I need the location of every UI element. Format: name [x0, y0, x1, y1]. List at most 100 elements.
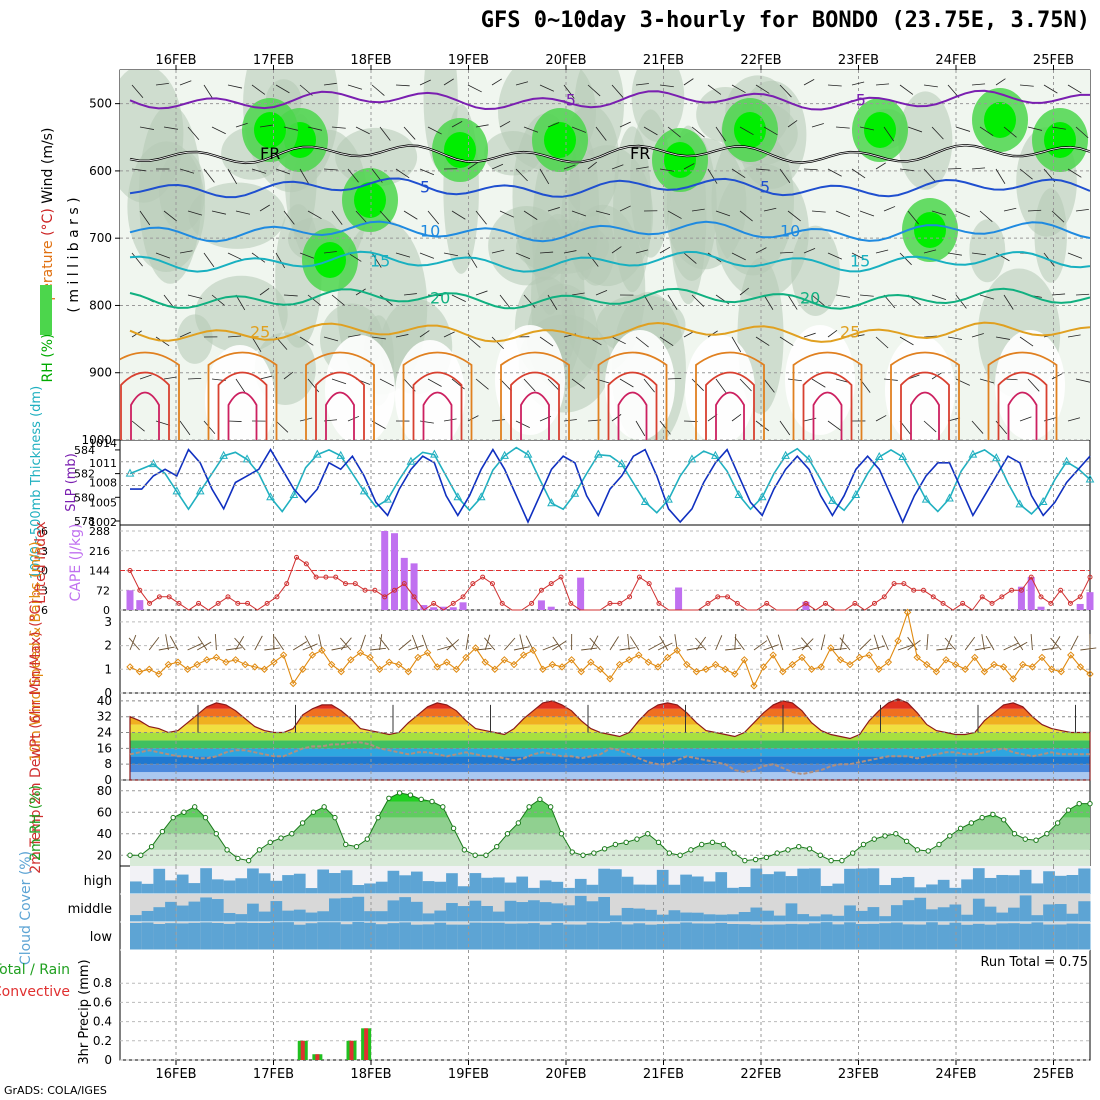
wind-speed-marker [222, 658, 230, 666]
wind-barb [629, 636, 640, 651]
wind-barb [883, 294, 896, 309]
wind-barb [542, 643, 558, 651]
slp-tick-label: 1014 [89, 437, 117, 450]
rh-marker [666, 850, 673, 856]
cloud-fill [375, 911, 389, 922]
wind-barb [725, 647, 742, 651]
wind-barb [787, 210, 801, 222]
wind-barb [995, 252, 1010, 262]
thickness-marker [500, 450, 509, 459]
precip-panel: 0 0.2 0.4 0.6 0.8 Run Total = 0.75 Total / Rai… [0, 950, 1090, 1067]
rh-marker [645, 831, 651, 837]
li-marker [1077, 594, 1083, 600]
li-marker [548, 581, 554, 587]
wind-barb [875, 83, 890, 86]
wind-barb [609, 636, 619, 651]
wind-barb [875, 415, 887, 422]
wind-barb [763, 378, 775, 393]
li-marker [989, 600, 995, 606]
wind-barb [467, 252, 478, 268]
li-tick-label: -6 [37, 525, 48, 538]
wind-speed-marker [932, 667, 941, 676]
wind-barb [369, 647, 386, 651]
wind-barb [203, 420, 216, 435]
warm-isotherm [1007, 391, 1038, 440]
cloud-fill [797, 868, 810, 894]
thickness-marker [289, 489, 299, 498]
wind-speed-marker [481, 658, 489, 666]
rh-moist-area [969, 219, 1006, 283]
wind-barb [643, 126, 658, 136]
cloud-fill [586, 922, 599, 950]
li-marker [372, 587, 378, 593]
thickness-marker [921, 494, 931, 503]
wind-barb [859, 210, 875, 217]
li-marker [1048, 600, 1054, 606]
wind-speed-marker [942, 656, 950, 664]
cloud-fill [949, 904, 962, 922]
wind-barb [587, 84, 601, 97]
cloud-fill [270, 901, 283, 922]
warm-isotherm [607, 371, 658, 440]
cloud-fill [1008, 907, 1021, 922]
wind-barb [1030, 634, 1033, 651]
wind-barb [1067, 334, 1081, 338]
cloud-fill [340, 897, 353, 922]
li-marker [470, 581, 476, 587]
wind-barb [515, 168, 528, 182]
cloud-fill [574, 895, 588, 922]
cloud-fill [645, 884, 658, 894]
wind-speed-marker [193, 660, 201, 669]
rh-moist-area [176, 314, 213, 364]
wind-barb [979, 294, 995, 300]
cloud-fill [762, 924, 775, 950]
wind-barb [395, 84, 410, 87]
wind-barb [1075, 293, 1090, 296]
wind-speed-marker [903, 608, 912, 617]
wind-barb [519, 634, 525, 651]
wind-barb [907, 210, 919, 225]
wind-speed-marker [1028, 663, 1037, 671]
wind-speed-marker [711, 660, 720, 669]
cape-bar [1037, 606, 1045, 610]
date-label-bottom: 21FEB [643, 1067, 684, 1082]
rh-tick-label: 40 [97, 827, 112, 841]
cloud-fill [727, 887, 740, 894]
credit-text: GrADS: COLA/IGES [4, 1084, 107, 1097]
wind-speed-marker [183, 665, 192, 673]
cloud-fill [832, 924, 845, 950]
cloud-fill [574, 878, 588, 894]
isotherm-label: 5 [760, 178, 770, 197]
wind-speed-marker [846, 660, 854, 669]
wind-barb [427, 126, 442, 135]
wind-barb [331, 378, 347, 385]
wind-barb [513, 646, 530, 651]
wind-barb [340, 637, 352, 651]
isotherm-label: 10 [780, 221, 800, 240]
wind-tick-label: 3 [104, 615, 112, 629]
rh-marker [591, 850, 597, 856]
wind-barb [475, 124, 489, 128]
warm-isotherm [890, 351, 960, 440]
isotherm-label: 10 [420, 221, 440, 240]
wind-barb [787, 378, 802, 382]
wind-barb [587, 161, 598, 170]
cloud-fill [633, 884, 646, 894]
temp-tick-label: 8 [104, 757, 112, 771]
li-marker [382, 594, 388, 600]
warm-isotherm [130, 391, 160, 440]
cloud-fill [457, 906, 471, 922]
thickness-marker [125, 468, 135, 477]
wind-barb [611, 414, 622, 422]
wind-barb [731, 84, 746, 94]
wind-barb [731, 413, 742, 422]
cloud-fill [551, 922, 564, 950]
wind-barb [347, 168, 359, 183]
isotherm-line [129, 89, 1090, 111]
cloud-bg [1031, 894, 1044, 922]
wind-speed-marker [337, 667, 345, 676]
wind-barb [691, 378, 704, 391]
cloud-fill [235, 914, 248, 922]
cloud-fill [797, 914, 810, 922]
cloud-fill [879, 923, 892, 950]
